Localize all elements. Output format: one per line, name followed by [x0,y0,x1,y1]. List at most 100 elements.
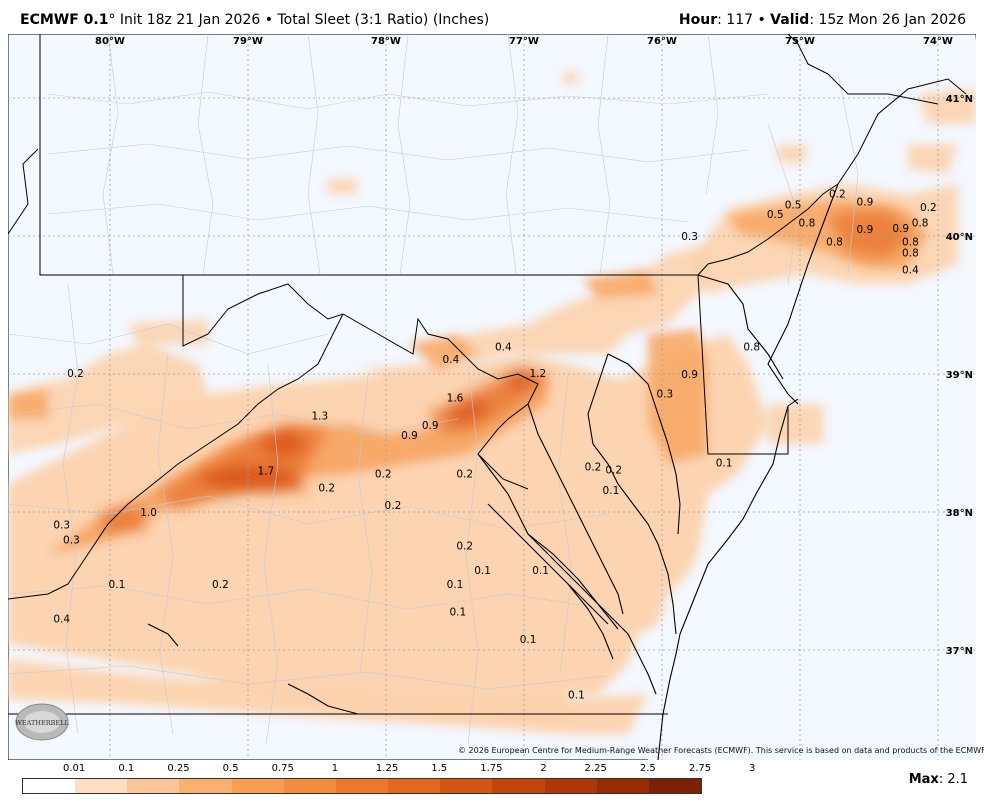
value-label: 0.8 [799,217,816,229]
header-valid: Hour: 117 • Valid: 15z Mon 26 Jan 2026 [678,12,966,28]
value-label: 1.6 [447,393,464,405]
copyright-notice: © 2026 European Centre for Medium-Range … [458,746,984,755]
value-label: 0.8 [902,248,919,260]
legend-label: 1 [331,763,339,774]
legend-label: 1.75 [480,763,503,774]
legend-swatch [648,779,702,793]
value-label: 1.3 [311,411,328,423]
latitude-labels: 41°N 40°N 39°N 38°N 37°N [946,94,973,657]
legend-label: 2.75 [688,763,712,774]
lat-label: 37°N [946,646,973,657]
value-label: 0.9 [892,223,909,235]
lat-label: 40°N [946,232,973,243]
value-label: 0.1 [532,565,549,577]
legend-label: 2 [540,763,547,774]
value-label: 0.1 [603,485,620,497]
header: ECMWF 0.1° Init 18z 21 Jan 2026 • Total … [0,0,984,34]
product-name: Total Sleet (3:1 Ratio) (Inches) [277,12,490,28]
value-label: 0.1 [109,579,126,591]
value-label: 1.2 [529,368,546,380]
value-label: 0.3 [656,389,673,401]
value-label: 0.3 [63,535,80,547]
legend-label: 3 [748,763,756,774]
value-label: 0.2 [605,464,622,476]
lon-label: 80°W [95,36,125,47]
model-name: ECMWF 0.1 [20,12,109,28]
graticule [8,34,976,760]
legend-labels: 0.01 0.1 0.25 0.5 0.75 1 1.25 1.5 1.75 2 2.25 2.5 2.… [22,763,755,777]
atlantic-ocean [648,34,976,760]
value-label: 0.4 [53,613,70,625]
value-label: 0.2 [375,469,392,481]
longitude-labels: 80°W 79°W 78°W 77°W 76°W 75°W 74°W [95,36,953,47]
lon-label: 78°W [371,36,401,47]
legend-label: 0.75 [271,763,294,774]
value-label: 0.8 [826,237,843,249]
value-label: 1.7 [258,466,275,478]
county-lines [8,34,859,745]
legend-swatch [388,779,441,793]
value-label: 0.2 [829,188,846,200]
max-value: Max: 2.1 [908,772,968,787]
weatherbell-logo: WEATHERBELL [14,700,70,744]
value-label: 0.3 [681,231,698,243]
legend-swatch [231,779,284,793]
value-label: 0.1 [568,689,585,701]
value-label: 0.2 [585,462,602,474]
lon-label: 75°W [785,36,815,47]
value-label: 0.2 [212,579,229,591]
value-label: 0.2 [318,482,335,494]
value-label: 0.4 [443,354,460,366]
value-label: 0.1 [474,565,491,577]
legend-swatch [335,779,389,793]
color-legend: 0.01 0.1 0.25 0.5 0.75 1 1.25 1.5 1.75 2 2.25 2.5 2.… [22,763,755,794]
coastline [147,183,839,760]
value-label: 1.0 [140,507,157,519]
lon-label: 74°W [923,36,953,47]
value-label: 0.3 [53,520,70,532]
legend-colorbar [22,778,702,794]
value-label: 0.5 [785,199,802,211]
legend-swatch [283,779,336,793]
value-label: 0.2 [67,368,84,380]
value-label: 0.5 [767,209,784,221]
legend-swatch [492,779,545,793]
legend-label: 1.5 [431,763,448,774]
legend-label: 0.25 [167,763,190,774]
legend-swatch [596,779,649,793]
legend-label: 0.1 [118,763,135,774]
legend-swatch [544,779,597,793]
legend-label: 2.5 [639,763,656,774]
legend-label: 0.01 [63,763,86,774]
value-label: 0.4 [495,342,512,354]
legend-label: 0.5 [222,763,239,774]
value-label: 0.8 [743,342,760,354]
value-label: 0.1 [449,607,466,619]
value-label: 0.1 [716,458,733,470]
value-label: 0.9 [681,369,698,381]
value-label: 0.9 [422,420,439,432]
lon-label: 77°W [509,36,539,47]
header-title: ECMWF 0.1° Init 18z 21 Jan 2026 • Total … [20,12,490,28]
valid-time: : 15z Mon 26 Jan 2026 [809,12,966,28]
value-label: 0.8 [912,217,929,229]
lat-label: 39°N [946,370,973,381]
legend-label: 1.25 [375,763,399,774]
value-label: 0.9 [857,197,874,209]
legend-label: 2.25 [584,763,607,774]
legend-swatch [75,779,128,793]
state-borders [8,34,967,715]
point-values: 0.20.30.30.40.11.00.21.71.30.20.20.20.90… [53,188,936,701]
value-label: 0.2 [456,540,473,552]
value-label: 0.9 [857,224,874,236]
legend-swatch [23,779,76,793]
lon-label: 76°W [647,36,677,47]
svg-text:WEATHERBELL: WEATHERBELL [15,719,69,727]
legend-swatch [440,779,493,793]
lat-label: 38°N [946,508,973,519]
forecast-map: 80°W 79°W 78°W 77°W 76°W 75°W 74°W 41°N … [8,34,976,760]
init-time: Init 18z 21 Jan 2026 [115,12,261,28]
lat-label: 41°N [946,94,973,105]
legend-swatch [127,779,180,793]
value-label: 0.4 [902,264,919,276]
